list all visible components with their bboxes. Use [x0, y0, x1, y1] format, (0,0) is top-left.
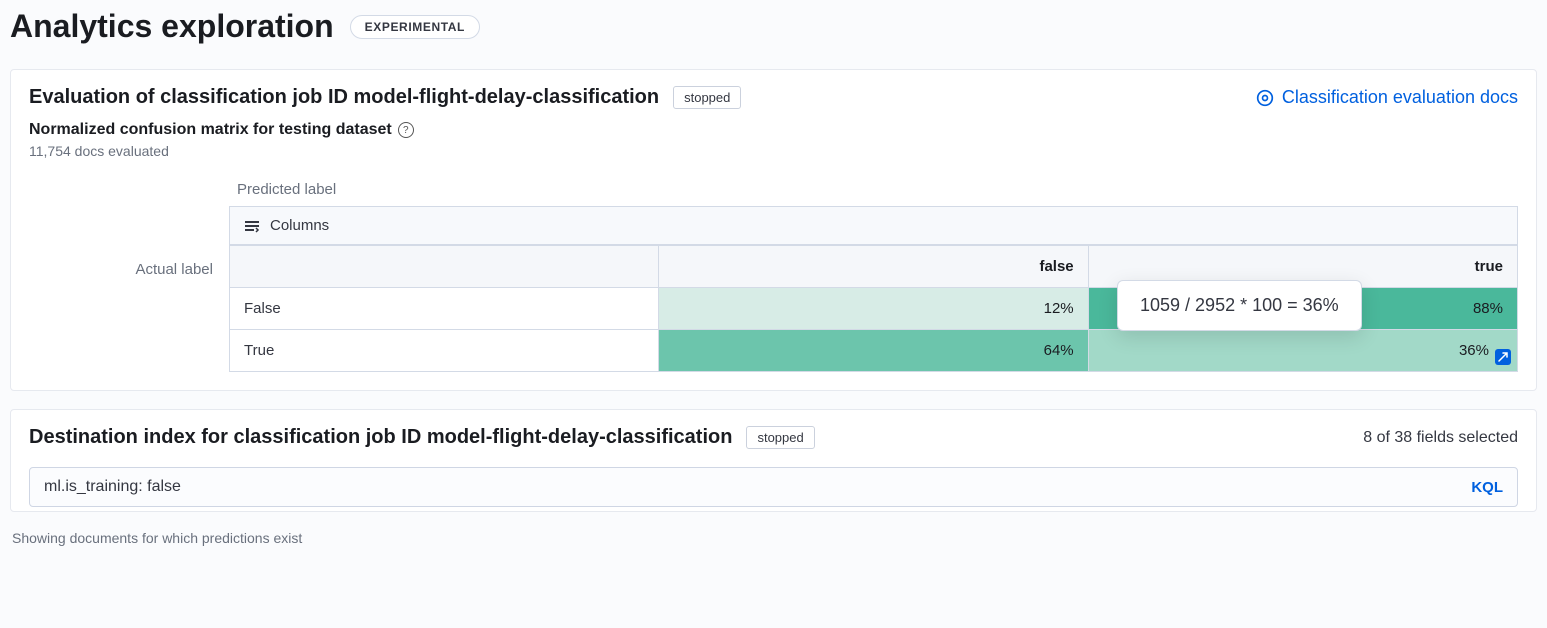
matrix-col-header[interactable]: false — [659, 246, 1088, 288]
matrix-cell[interactable]: 64% — [659, 330, 1088, 372]
columns-button-label: Columns — [270, 217, 329, 234]
destination-panel-header-left: Destination index for classification job… — [29, 426, 815, 449]
cell-tooltip: 1059 / 2952 * 100 = 36% — [1117, 280, 1362, 331]
evaluation-docs-link-label: Classification evaluation docs — [1282, 87, 1518, 108]
status-badge: stopped — [673, 86, 741, 109]
status-badge: stopped — [746, 426, 814, 449]
predicted-label: Predicted label — [237, 181, 1518, 198]
confusion-matrix-main: Predicted label Columns false true — [229, 181, 1518, 372]
page-title: Analytics exploration — [10, 8, 334, 45]
experimental-badge: EXPERIMENTAL — [350, 15, 480, 39]
evaluation-panel: Evaluation of classification job ID mode… — [10, 69, 1537, 391]
evaluation-panel-header: Evaluation of classification job ID mode… — [29, 86, 1518, 109]
evaluation-panel-header-left: Evaluation of classification job ID mode… — [29, 86, 741, 109]
docs-evaluated-caption: 11,754 docs evaluated — [29, 143, 1518, 159]
table-row: True 64% 36% — [230, 330, 1518, 372]
columns-icon — [244, 218, 260, 234]
subtitle-row: Normalized confusion matrix for testing … — [29, 121, 1518, 139]
footer-note: Showing documents for which predictions … — [12, 530, 1535, 546]
query-language-toggle[interactable]: KQL — [1471, 479, 1503, 496]
evaluation-docs-link[interactable]: Classification evaluation docs — [1256, 87, 1518, 108]
destination-panel-header: Destination index for classification job… — [29, 426, 1518, 449]
matrix-cell[interactable]: 36% — [1088, 330, 1517, 372]
query-text: ml.is_training: false — [44, 478, 181, 496]
help-icon[interactable]: ? — [398, 122, 414, 138]
confusion-matrix-subtitle: Normalized confusion matrix for testing … — [29, 121, 392, 139]
destination-panel: Destination index for classification job… — [10, 409, 1537, 512]
matrix-cell[interactable]: 12% — [659, 288, 1088, 330]
actual-label: Actual label — [29, 181, 229, 372]
confusion-matrix-zone: Actual label Predicted label Columns fal… — [29, 181, 1518, 372]
matrix-row-header: True — [230, 330, 659, 372]
matrix-header-empty — [230, 246, 659, 288]
help-ring-icon — [1256, 89, 1274, 107]
expand-icon[interactable] — [1495, 349, 1511, 365]
query-bar[interactable]: ml.is_training: false KQL — [29, 467, 1518, 507]
columns-button[interactable]: Columns — [229, 206, 1518, 245]
page-header: Analytics exploration EXPERIMENTAL — [0, 0, 1547, 69]
evaluation-title: Evaluation of classification job ID mode… — [29, 86, 659, 109]
fields-selected-label: 8 of 38 fields selected — [1363, 429, 1518, 447]
destination-title: Destination index for classification job… — [29, 426, 732, 449]
matrix-row-header: False — [230, 288, 659, 330]
